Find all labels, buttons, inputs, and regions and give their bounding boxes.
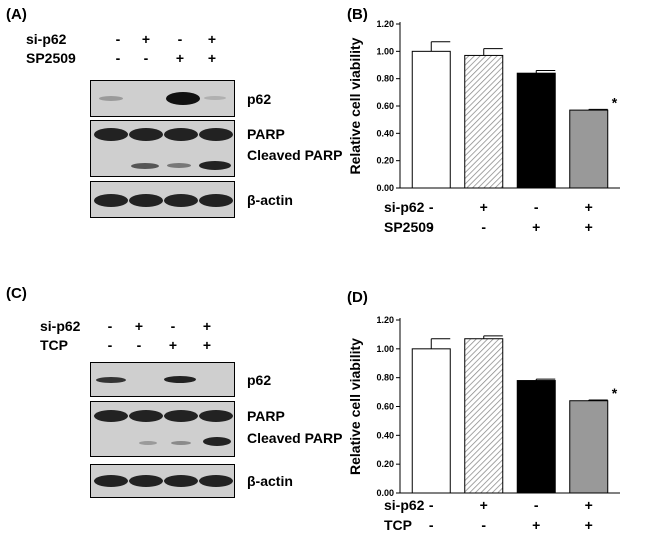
- panel-c-letter: (C): [6, 285, 27, 302]
- panel-b-y-tick-label: 0.00: [376, 183, 394, 193]
- panel-b-condition-sign: +: [480, 199, 488, 215]
- panel-d-condition-sign: -: [481, 517, 486, 533]
- panel-d-condition-sign: +: [480, 497, 488, 513]
- panel-a-sign: +: [207, 50, 217, 66]
- panel-b-condition-sign: -: [481, 219, 486, 235]
- panel-b-condition-sign: -: [429, 199, 434, 215]
- panel-b-y-tick-label: 0.80: [376, 74, 394, 84]
- panel-c-blot-label-p62: p62: [247, 372, 272, 388]
- panel-b-chart: Relative cell viability 0.00 0.20 0.40 0.60 0…: [347, 20, 620, 235]
- panel-a-sign: -: [115, 50, 121, 66]
- panel-d-condition-sign: -: [429, 497, 434, 513]
- panel-b-y-tick-label: 0.20: [376, 156, 394, 166]
- panel-d-condition-sign: -: [534, 497, 539, 513]
- panel-d-y-axis-label: Relative cell viability: [347, 338, 363, 475]
- panel-c-sign: -: [107, 318, 113, 334]
- panel-b-y-axis-label: Relative cell viability: [347, 37, 363, 174]
- panel-c-blot-beta-actin: [90, 464, 235, 498]
- panel-b-bar: [516, 72, 556, 189]
- panel-d-y-tick-label: 1.20: [376, 315, 394, 325]
- panel-c-sign: -: [107, 337, 113, 353]
- panel-b-condition-label: si-p62: [384, 199, 425, 215]
- panel-d-condition-sign: -: [429, 517, 434, 533]
- panel-b-condition-sign: +: [585, 219, 593, 235]
- panel-b-letter: (B): [347, 6, 368, 23]
- panel-c-row2-label: TCP: [40, 337, 68, 353]
- panel-b-condition-label: SP2509: [384, 219, 434, 235]
- panel-b-bar: [569, 109, 609, 189]
- panel-a-sign: +: [207, 31, 217, 47]
- panel-d-condition-sign: +: [585, 517, 593, 533]
- panel-a-letter: (A): [6, 6, 27, 23]
- panel-a-sign: -: [143, 50, 149, 66]
- panel-a-sign: -: [115, 31, 121, 47]
- panel-d-y-tick-label: 0.40: [376, 430, 394, 440]
- panel-c-blot-parp: [90, 401, 235, 457]
- panel-c-sign: +: [168, 337, 178, 353]
- panel-b-y-tick-label: 1.20: [376, 20, 394, 29]
- panel-d-bar: [569, 400, 609, 494]
- panel-d-y-tick-label: 1.00: [376, 344, 394, 354]
- panel-b-y-tick-label: 0.60: [376, 101, 394, 111]
- panel-c-blot-label-parp: PARP: [247, 408, 285, 424]
- panel-b-bar: [411, 50, 451, 189]
- panel-d-y-tick-label: 0.60: [376, 402, 394, 412]
- panel-d-significance-mark: *: [612, 385, 618, 401]
- panel-d-condition-label: TCP: [384, 517, 412, 533]
- panel-c-sign: +: [134, 318, 144, 334]
- panel-b-condition-sign: -: [429, 219, 434, 235]
- panel-a-sign: +: [175, 50, 185, 66]
- panel-b-y-tick-label: 0.40: [376, 128, 394, 138]
- panel-d-y-tick-label: 0.20: [376, 459, 394, 469]
- panel-a-blot-label-beta-actin: β-actin: [247, 192, 293, 208]
- panel-b-condition-sign: +: [585, 199, 593, 215]
- panel-a-blot-label-cleaved-parp: Cleaved PARP: [247, 147, 343, 163]
- panel-d-chart: Relative cell viability 0.00 0.20 0.40 0.60 0…: [347, 315, 620, 533]
- panel-c-sign: +: [202, 318, 212, 334]
- panel-d-y-tick-label: 0.00: [376, 488, 394, 498]
- panel-a-blot-parp: [90, 120, 235, 177]
- panel-d-letter: (D): [347, 289, 368, 306]
- panel-c-blot-p62: [90, 362, 235, 397]
- panel-c-sign: -: [170, 318, 176, 334]
- panel-c-sign: -: [136, 337, 142, 353]
- panel-b-bar: [464, 54, 504, 189]
- panel-d-condition-sign: +: [585, 497, 593, 513]
- panel-b-condition-sign: -: [534, 199, 539, 215]
- panel-c-row1-label: si-p62: [40, 318, 81, 334]
- panel-d-condition-label: si-p62: [384, 497, 425, 513]
- panel-d-bar: [464, 338, 504, 494]
- panel-b-y-tick-label: 1.00: [376, 46, 394, 56]
- panel-c-blot-label-beta-actin: β-actin: [247, 473, 293, 489]
- panel-a-row1-label: si-p62: [26, 31, 67, 47]
- panel-d-y-tick-label: 0.80: [376, 373, 394, 383]
- panel-a-sign: -: [177, 31, 183, 47]
- panel-d-bar: [411, 348, 451, 494]
- panel-b-significance-mark: *: [612, 94, 618, 110]
- panel-d-condition-sign: +: [532, 517, 540, 533]
- panel-a-blot-p62: [90, 80, 235, 117]
- panel-a-blot-label-p62: p62: [247, 91, 272, 107]
- panel-a-sign: +: [141, 31, 151, 47]
- panel-a-blot-label-parp: PARP: [247, 126, 285, 142]
- panel-b-condition-sign: +: [532, 219, 540, 235]
- panel-a-blot-beta-actin: [90, 181, 235, 218]
- panel-c-sign: +: [202, 337, 212, 353]
- panel-d-bar: [516, 380, 556, 494]
- panel-a-row2-label: SP2509: [26, 50, 76, 66]
- panel-c-blot-label-cleaved-parp: Cleaved PARP: [247, 430, 343, 446]
